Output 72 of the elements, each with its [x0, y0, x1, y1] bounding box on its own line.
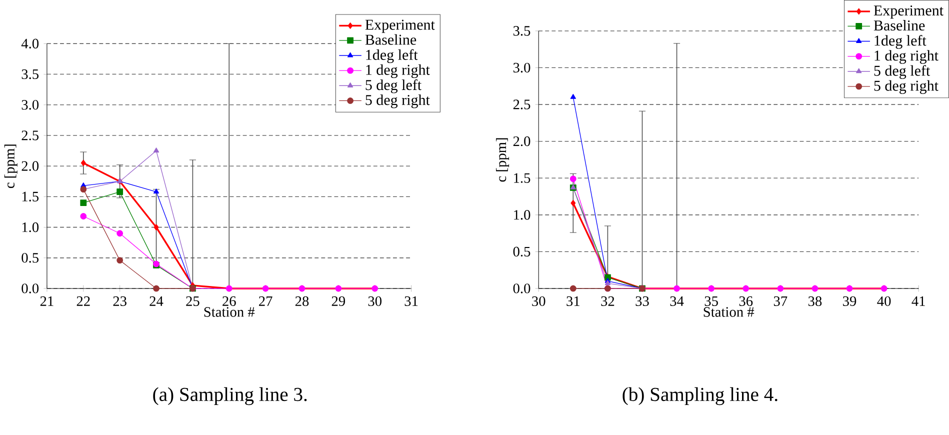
- y-tick-label: 1.5: [22, 192, 39, 202]
- x-tick-label: 29: [332, 296, 346, 306]
- legend-label: 5 deg left: [366, 79, 422, 93]
- x-axis-title: Station #: [704, 306, 754, 317]
- point: [80, 199, 87, 206]
- y-tick-label: 1.5: [514, 173, 530, 183]
- point: [116, 188, 124, 195]
- x-tick-label: 31: [404, 296, 418, 306]
- point: [116, 256, 124, 264]
- x-tick-label: 31: [566, 296, 580, 306]
- x-tick-label: 40: [877, 296, 891, 306]
- text: (a) Sampling line 3.: [153, 387, 307, 405]
- y-tick-label: 1.0: [514, 210, 530, 220]
- point: [570, 285, 576, 292]
- y-tick-label: 2.0: [513, 136, 530, 146]
- x-tick-label: 27: [259, 296, 272, 306]
- x-tick-label: 26: [222, 296, 236, 306]
- y-tick-label: 3.5: [22, 69, 39, 79]
- point: [116, 230, 124, 236]
- point: [570, 200, 576, 206]
- x-tick-label: 30: [532, 296, 546, 306]
- point: [154, 224, 159, 230]
- point: [570, 175, 576, 182]
- y-tick-label: 2.5: [513, 99, 530, 110]
- y-axis-title: c [ppm]: [496, 138, 510, 182]
- point: [153, 188, 160, 194]
- legend-label: 1deg left: [366, 49, 418, 63]
- point: [570, 94, 576, 99]
- x-tick-label: 36: [739, 296, 753, 306]
- x-tick-label: 35: [704, 296, 718, 306]
- point: [80, 160, 86, 166]
- legend-label: Baseline: [365, 34, 416, 45]
- x-tick-label: 21: [40, 296, 54, 306]
- x-tick-label: 28: [295, 296, 309, 306]
- y-tick-label: 2.0: [22, 160, 39, 171]
- y-tick-label: 3.0: [22, 100, 39, 110]
- x-tick-label: 23: [113, 296, 126, 306]
- x-tick-label: 37: [774, 296, 788, 306]
- legend-label: Baseline: [874, 20, 925, 30]
- legend-label: 1 deg right: [874, 50, 938, 64]
- x-tick-label: 24: [150, 296, 164, 306]
- legend-label: 1 deg right: [366, 64, 430, 78]
- x-axis-title: Station #: [204, 306, 255, 317]
- x-tick-label: 39: [843, 296, 856, 306]
- x-tick-label: 30: [368, 296, 382, 306]
- text: (b) Sampling line 4.: [622, 387, 778, 405]
- legend-label: 1deg left: [874, 34, 926, 49]
- x-tick-label: 32: [601, 296, 614, 306]
- x-tick-label: 33: [636, 296, 649, 306]
- y-tick-label: 1.0: [22, 222, 39, 232]
- legend-label: Experiment: [365, 20, 435, 33]
- y-tick-label: 0.5: [513, 246, 530, 256]
- y-tick-label: 3.0: [513, 62, 530, 72]
- y-tick-label: 3.5: [513, 26, 530, 36]
- x-tick-label: 25: [186, 296, 200, 306]
- point: [153, 147, 160, 152]
- x-tick-label: 38: [808, 296, 822, 306]
- y-tick-label: 0.0: [513, 283, 530, 294]
- y-tick-label: 4.0: [21, 38, 39, 48]
- legend-label: 5 deg left: [874, 64, 930, 79]
- y-tick-label: 0.0: [22, 283, 39, 294]
- legend-label: 5 deg right: [366, 94, 430, 108]
- point: [80, 212, 87, 220]
- legend-label: Experiment: [874, 5, 944, 18]
- x-tick-label: 22: [76, 296, 90, 306]
- y-axis-title: c [ppm]: [4, 144, 18, 188]
- x-tick-label: 34: [670, 296, 684, 306]
- legend-label: 5 deg right: [874, 80, 938, 94]
- y-tick-label: 0.5: [22, 252, 39, 263]
- x-tick-label: 41: [912, 296, 925, 306]
- point: [153, 285, 160, 292]
- y-tick-label: 2.5: [22, 130, 39, 140]
